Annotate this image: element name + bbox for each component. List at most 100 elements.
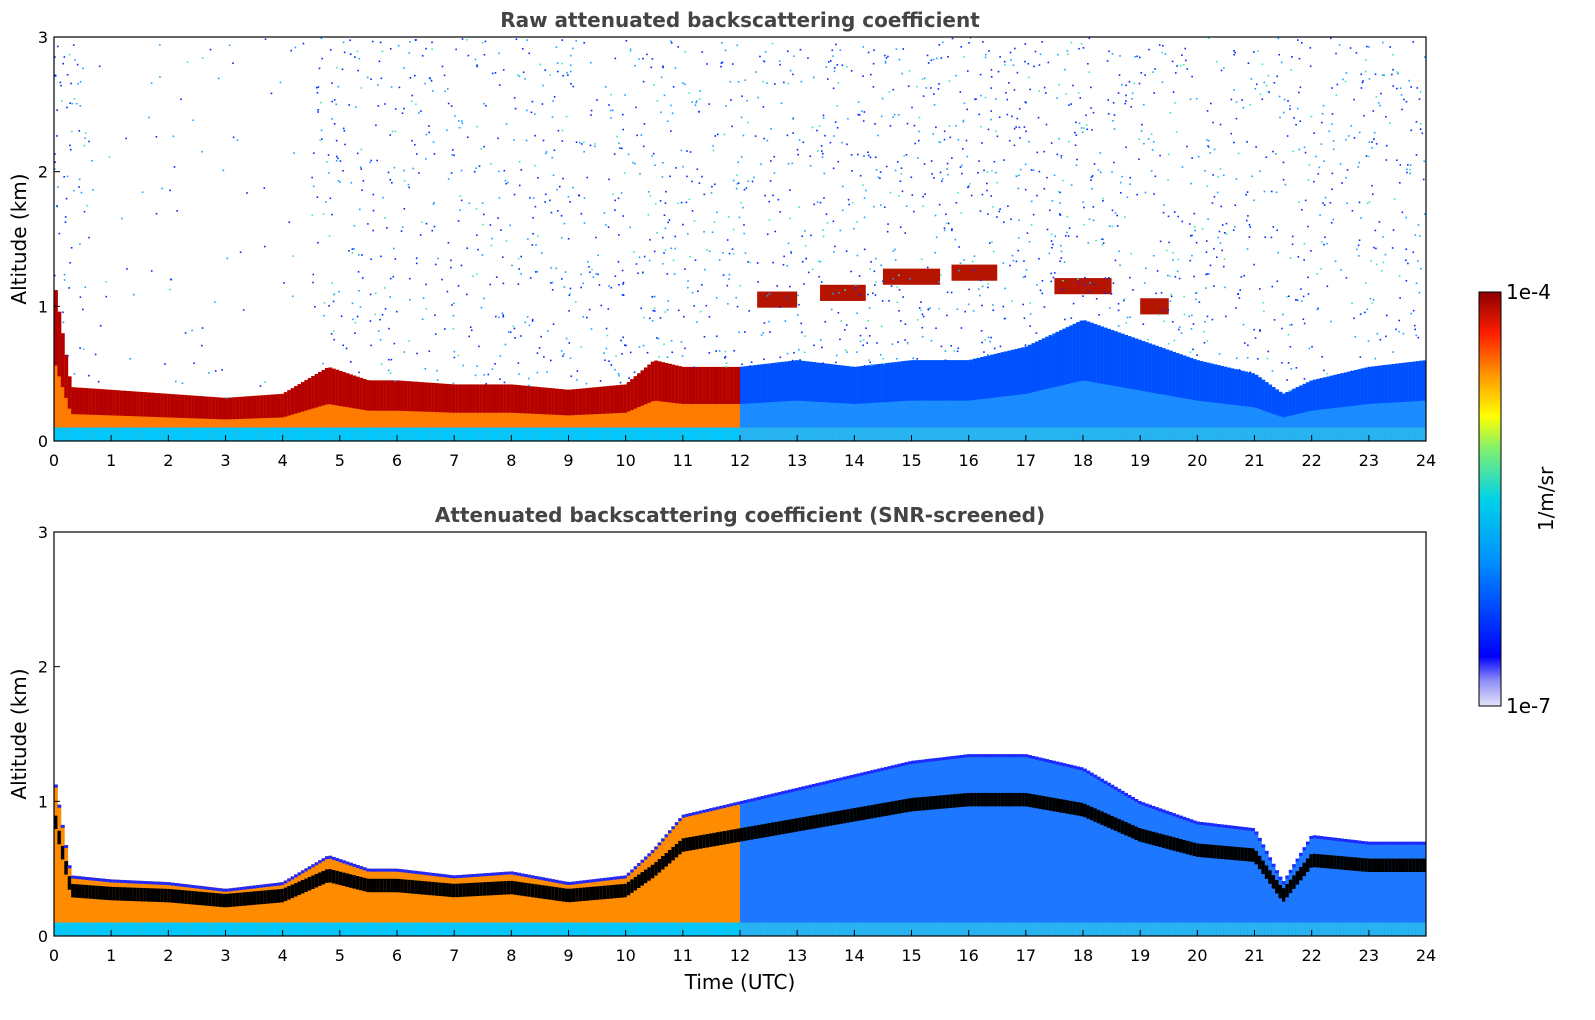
snr-near-ground xyxy=(602,922,607,936)
snr-near-ground xyxy=(938,922,943,936)
raw-noise-pixel xyxy=(578,194,580,197)
raw-aerosol-band xyxy=(486,384,491,413)
raw-noise-pixel xyxy=(545,151,548,153)
raw-aerosol-band xyxy=(1096,325,1101,384)
raw-noise-pixel xyxy=(172,135,175,138)
snr-aerosol-column xyxy=(1161,809,1166,936)
raw-noise-pixel xyxy=(1296,107,1299,110)
raw-noise-pixel xyxy=(637,272,639,274)
snr-layer-edge xyxy=(743,800,748,804)
raw-near-ground xyxy=(918,427,923,441)
raw-near-ground xyxy=(1381,427,1386,441)
raw-noise-pixel xyxy=(337,157,339,160)
raw-aerosol-band xyxy=(177,394,182,418)
raw-noise-pixel xyxy=(829,60,832,62)
snr-near-ground xyxy=(499,922,504,936)
raw-noise-pixel xyxy=(1253,263,1255,266)
snr-layer-edge xyxy=(1072,765,1077,769)
raw-aerosol-band xyxy=(218,397,223,420)
raw-noise-pixel xyxy=(1280,61,1283,64)
snr-layer-edge xyxy=(1127,794,1132,798)
raw-noise-pixel xyxy=(92,189,94,191)
snr-aerosol-column xyxy=(91,877,96,936)
raw-near-ground xyxy=(115,427,120,441)
snr-layer-edge xyxy=(613,876,617,880)
raw-near-ground xyxy=(376,427,381,441)
raw-noise-pixel xyxy=(648,259,651,262)
raw-noise-pixel xyxy=(670,40,672,43)
raw-noise-pixel xyxy=(1225,222,1228,225)
raw-noise-pixel xyxy=(1410,312,1413,315)
raw-near-ground xyxy=(1093,427,1098,441)
snr-saturated-band xyxy=(407,879,412,894)
snr-aerosol-column xyxy=(774,792,779,936)
raw-aerosol-column xyxy=(691,366,696,441)
snr-saturated-band xyxy=(1196,843,1201,857)
raw-noise-pixel xyxy=(1017,187,1020,190)
snr-layer-edge xyxy=(784,790,789,794)
raw-noise-pixel xyxy=(473,170,476,173)
raw-noise-pixel xyxy=(370,344,372,347)
snr-aerosol-column xyxy=(67,865,72,936)
raw-near-ground xyxy=(1377,427,1382,441)
raw-x-tick-label: 3 xyxy=(220,451,230,470)
raw-noise-pixel xyxy=(839,49,842,51)
raw-noise-pixel xyxy=(1206,340,1209,342)
snr-saturated-band xyxy=(1134,826,1139,840)
raw-noise-pixel xyxy=(482,213,485,216)
snr-near-ground xyxy=(1278,922,1283,936)
snr-near-ground xyxy=(870,922,875,936)
raw-near-ground xyxy=(537,427,542,441)
raw-noise-pixel xyxy=(378,60,381,63)
raw-noise-pixel xyxy=(575,379,578,381)
snr-layer-edge xyxy=(246,886,250,890)
raw-noise-pixel xyxy=(1392,53,1394,56)
raw-noise-pixel xyxy=(354,106,357,108)
raw-noise-pixel xyxy=(1088,71,1091,74)
raw-noise-pixel xyxy=(331,100,334,103)
raw-noise-pixel xyxy=(1159,240,1162,243)
snr-saturated-band xyxy=(619,884,624,898)
raw-aerosol-band xyxy=(554,388,559,415)
raw-noise-pixel xyxy=(513,193,516,196)
raw-aerosol-band xyxy=(102,389,106,416)
snr-saturated-band xyxy=(698,835,703,849)
raw-noise-pixel xyxy=(1385,159,1388,161)
snr-near-ground xyxy=(890,922,895,936)
snr-saturated-band xyxy=(1055,798,1060,812)
raw-aerosol-band xyxy=(750,365,755,404)
snr-near-ground xyxy=(585,922,590,936)
snr-saturated-band xyxy=(1076,802,1080,816)
raw-noise-pixel xyxy=(575,40,578,42)
raw-aerosol-band xyxy=(616,385,621,414)
raw-noise-pixel xyxy=(877,134,879,137)
raw-noise-pixel xyxy=(1019,168,1022,171)
raw-near-ground xyxy=(812,427,816,441)
raw-noise-pixel xyxy=(392,247,395,250)
raw-noise-pixel xyxy=(964,310,967,313)
raw-noise-pixel xyxy=(1313,132,1315,134)
raw-aerosol-band xyxy=(537,387,542,415)
raw-noise-pixel xyxy=(1295,299,1297,301)
snr-layer-edge xyxy=(438,873,442,877)
raw-noise-pixel xyxy=(1191,254,1193,257)
raw-noise-pixel xyxy=(1270,190,1273,193)
raw-aerosol-band xyxy=(1137,339,1142,391)
raw-noise-pixel xyxy=(681,355,684,357)
snr-saturated-band xyxy=(218,893,223,907)
raw-noise-pixel xyxy=(714,183,716,186)
raw-noise-pixel xyxy=(874,123,876,125)
raw-noise-pixel xyxy=(1192,348,1194,351)
raw-noise-pixel xyxy=(1182,63,1185,66)
raw-noise-pixel xyxy=(833,70,836,73)
raw-noise-pixel xyxy=(1251,175,1254,178)
snr-near-ground xyxy=(211,922,216,936)
raw-noise-pixel xyxy=(799,48,802,51)
snr-aerosol-column xyxy=(928,758,933,936)
raw-noise-pixel xyxy=(1206,315,1209,318)
raw-noise-pixel xyxy=(317,86,320,88)
raw-noise-pixel xyxy=(384,217,386,219)
raw-noise-pixel xyxy=(1051,199,1054,202)
snr-near-ground xyxy=(225,922,230,936)
